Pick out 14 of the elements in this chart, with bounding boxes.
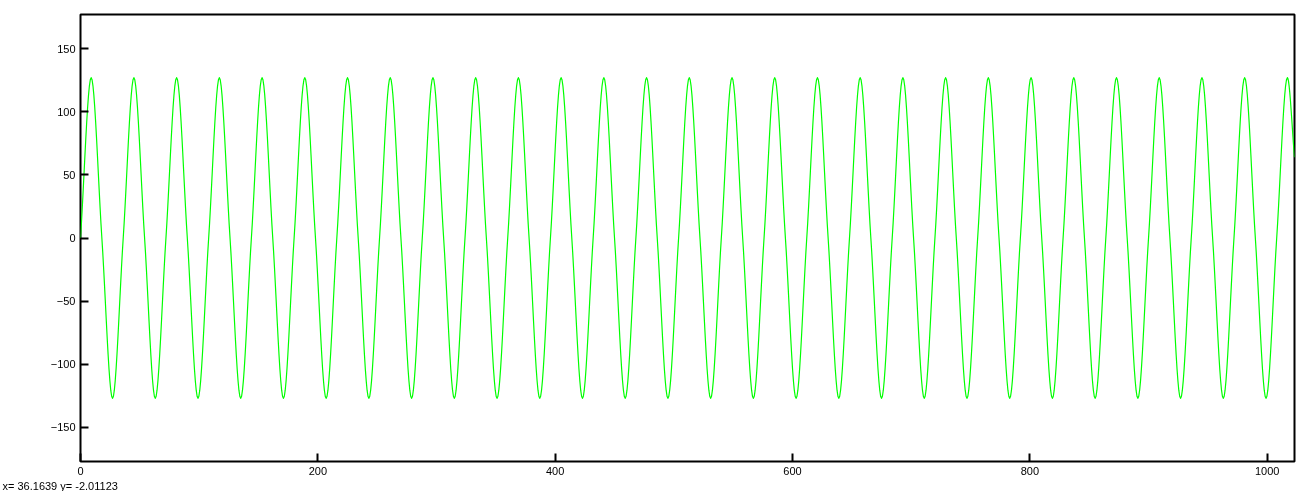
y-tick-label: −100 <box>50 358 76 371</box>
y-tick-label: 0 <box>69 232 76 244</box>
y-tick-label: 150 <box>57 42 76 55</box>
x-tick-label: 800 <box>1020 464 1040 477</box>
text: x= 36.1639 y= -2.01123 <box>2 479 118 491</box>
x-tick-label: 400 <box>546 464 565 477</box>
x-tick-label: 200 <box>308 464 328 477</box>
x-tick-label: 0 <box>77 464 84 477</box>
y-tick-label: 100 <box>57 105 76 118</box>
y-tick-label: −150 <box>50 421 76 434</box>
x-tick-label: 600 <box>783 464 802 477</box>
x-tick-label: 1000 <box>1254 464 1280 477</box>
y-tick-label: −50 <box>56 295 76 308</box>
y-tick-label: 50 <box>63 168 76 181</box>
